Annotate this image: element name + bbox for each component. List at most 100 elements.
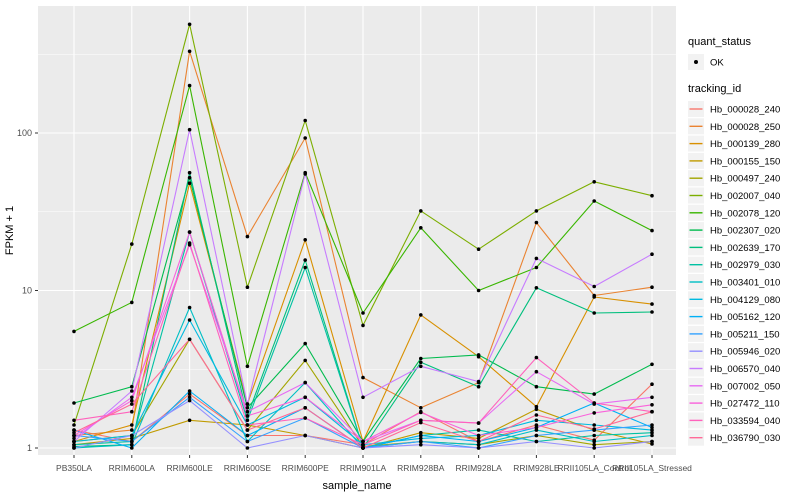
data-point [592, 423, 596, 427]
data-point [72, 446, 76, 450]
data-point [476, 353, 481, 357]
legend-series-label: Hb_005946_020 [710, 347, 780, 358]
data-point [130, 398, 134, 403]
data-point [650, 425, 654, 430]
data-point [72, 401, 76, 405]
y-tick-label: 1 [27, 443, 32, 453]
data-point [592, 442, 596, 447]
data-point [476, 421, 481, 425]
data-point [650, 228, 654, 233]
data-point [650, 428, 654, 432]
data-point [534, 413, 539, 417]
legend-series-label: Hb_002639_170 [710, 243, 780, 254]
legend-series-label: Hb_000139_280 [710, 139, 780, 150]
data-point [245, 418, 250, 423]
data-point [187, 230, 192, 234]
data-point [130, 423, 134, 427]
data-point [650, 193, 654, 198]
data-point [130, 433, 134, 438]
data-point [419, 439, 423, 444]
data-point [419, 226, 423, 230]
data-point [650, 362, 654, 367]
legend-series-label: Hb_005211_150 [710, 329, 780, 340]
data-point [72, 418, 76, 423]
data-point [419, 433, 423, 438]
data-point [419, 313, 423, 317]
data-point [476, 433, 481, 438]
data-point [476, 446, 481, 450]
data-point [419, 442, 423, 447]
data-point [534, 209, 539, 213]
x-tick-label: RRIM928LE [513, 463, 560, 473]
data-point [187, 337, 192, 342]
data-point [592, 411, 596, 415]
data-point [650, 423, 654, 427]
data-point [187, 318, 192, 322]
data-point [592, 284, 596, 289]
data-point [245, 402, 250, 406]
x-tick-label: RRIM600PE [282, 463, 330, 473]
data-point [419, 420, 423, 425]
data-point [130, 402, 134, 406]
data-point [187, 127, 192, 132]
data-point [130, 395, 134, 400]
x-tick-label: RRIM600SE [224, 463, 272, 473]
data-point [592, 295, 596, 299]
data-point [130, 384, 134, 389]
data-point [419, 356, 423, 361]
data-point [592, 427, 596, 431]
x-tick-label: RRII105LA_Control [557, 463, 631, 473]
y-tick-label: 10 [22, 286, 32, 296]
data-point [419, 209, 423, 213]
data-point [187, 418, 192, 423]
data-point [303, 118, 308, 123]
legend-series-title: tracking_id [688, 83, 741, 95]
data-point [476, 428, 481, 432]
legend-series-label: Hb_006570_040 [710, 364, 780, 375]
data-point [650, 302, 654, 306]
data-point [303, 416, 308, 420]
data-point [592, 180, 596, 184]
data-point [361, 446, 365, 450]
legend-series-label: Hb_036790_030 [710, 433, 780, 444]
data-point [245, 446, 250, 450]
data-point [245, 423, 250, 427]
data-point [534, 428, 539, 432]
data-point [534, 384, 539, 389]
data-point [650, 252, 654, 256]
data-point [130, 446, 134, 450]
legend-series-label: Hb_003401_010 [710, 278, 780, 289]
x-tick-label: RRIM600LA [109, 463, 156, 473]
data-point [592, 401, 596, 405]
data-point [419, 364, 423, 369]
data-point [303, 406, 308, 410]
data-point [187, 389, 192, 393]
data-point [419, 410, 423, 415]
data-point [534, 256, 539, 261]
data-point [187, 49, 192, 54]
data-point [187, 170, 192, 175]
data-point [72, 433, 76, 438]
x-tick-label: RRII105LA_Stressed [612, 463, 692, 473]
data-point [650, 403, 654, 407]
data-point [650, 430, 654, 435]
data-point [650, 442, 654, 446]
data-point [130, 439, 134, 444]
data-point [534, 425, 539, 430]
data-point [72, 430, 76, 435]
data-point [130, 428, 134, 432]
x-tick-label: RRIM600LE [166, 463, 213, 473]
data-point [187, 241, 192, 245]
data-point [476, 384, 481, 389]
legend-series-label: Hb_000028_240 [710, 105, 780, 116]
legend-quant-title: quant_status [688, 36, 751, 48]
data-point [72, 423, 76, 427]
x-tick-label: RRIM928BA [397, 463, 445, 473]
data-point [534, 439, 539, 444]
data-point [476, 436, 481, 441]
data-point [592, 439, 596, 444]
data-point [534, 418, 539, 423]
data-point [361, 439, 365, 444]
